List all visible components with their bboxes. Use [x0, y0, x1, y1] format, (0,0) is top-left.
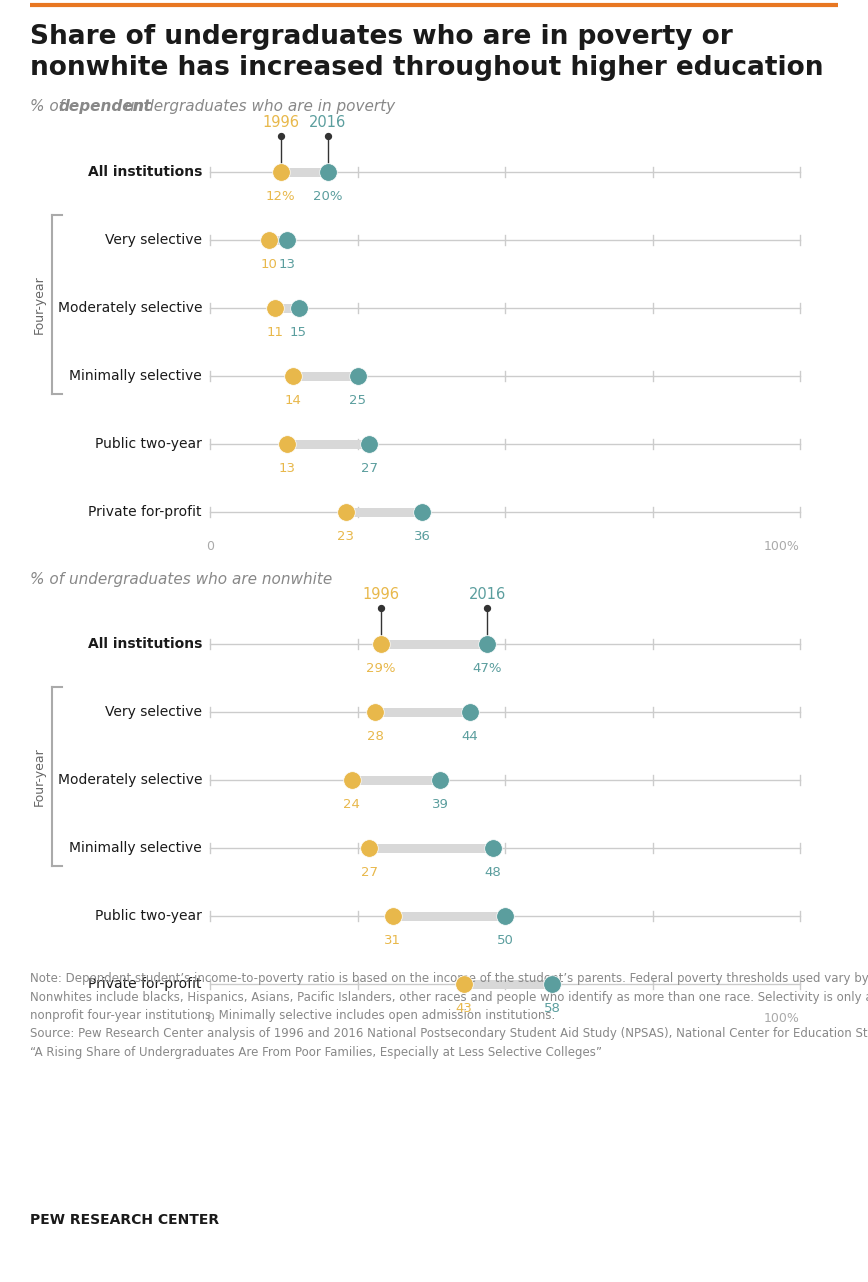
Point — [545, 974, 559, 995]
Point — [274, 126, 288, 146]
Text: 58: 58 — [543, 1003, 561, 1015]
Bar — [393, 912, 505, 920]
Point — [286, 365, 299, 386]
Text: Four-year: Four-year — [33, 276, 46, 333]
Text: % of: % of — [30, 99, 69, 114]
Point — [480, 597, 494, 618]
Text: 27: 27 — [361, 867, 378, 879]
Text: 28: 28 — [367, 729, 384, 744]
Point — [268, 297, 282, 318]
Text: 0: 0 — [206, 540, 214, 553]
Text: Very selective: Very selective — [105, 233, 202, 247]
Point — [433, 769, 447, 790]
Text: dependent: dependent — [58, 99, 151, 114]
Point — [480, 633, 494, 654]
Text: All institutions: All institutions — [88, 165, 202, 179]
Bar — [381, 640, 487, 649]
Text: 31: 31 — [385, 935, 401, 947]
Text: All institutions: All institutions — [88, 637, 202, 651]
Text: Private for-profit: Private for-profit — [89, 505, 202, 519]
Bar — [352, 776, 440, 785]
Text: Moderately selective: Moderately selective — [57, 301, 202, 315]
Text: 14: 14 — [284, 394, 301, 406]
Point — [321, 162, 335, 182]
Point — [368, 701, 382, 722]
Text: 23: 23 — [337, 529, 354, 544]
Text: 13: 13 — [279, 462, 295, 476]
Point — [374, 633, 388, 654]
Text: 25: 25 — [349, 394, 366, 406]
Bar — [369, 844, 493, 853]
Text: 2016: 2016 — [309, 115, 346, 129]
Text: 1996: 1996 — [262, 115, 299, 129]
Point — [351, 365, 365, 386]
Point — [362, 433, 376, 454]
Point — [486, 837, 500, 858]
Text: % of undergraduates who are nonwhite: % of undergraduates who are nonwhite — [30, 572, 332, 587]
Text: 12%: 12% — [266, 190, 296, 203]
Text: 100%: 100% — [764, 540, 800, 553]
Text: 0: 0 — [206, 1011, 214, 1026]
Text: Public two-year: Public two-year — [95, 437, 202, 451]
Text: 10: 10 — [260, 258, 278, 271]
Text: 29%: 29% — [366, 662, 396, 676]
Point — [292, 297, 306, 318]
Text: 13: 13 — [279, 258, 295, 271]
Point — [274, 162, 288, 182]
Bar — [275, 304, 299, 313]
Text: 48: 48 — [485, 867, 502, 879]
Bar — [464, 979, 552, 988]
Text: Share of undergraduates who are in poverty or
nonwhite has increased throughout : Share of undergraduates who are in pover… — [30, 24, 824, 81]
Text: Note: Dependent student’s income-to-poverty ratio is based on the income of the : Note: Dependent student’s income-to-pove… — [30, 972, 868, 1059]
Point — [262, 229, 276, 250]
Text: 11: 11 — [266, 326, 283, 338]
Point — [463, 701, 477, 722]
Text: 44: 44 — [461, 729, 478, 744]
Text: Minimally selective: Minimally selective — [69, 841, 202, 855]
Text: 24: 24 — [343, 797, 360, 812]
Bar — [281, 168, 328, 177]
Text: PEW RESEARCH CENTER: PEW RESEARCH CENTER — [30, 1213, 219, 1227]
Text: 2016: 2016 — [469, 587, 506, 603]
Text: Minimally selective: Minimally selective — [69, 369, 202, 383]
Text: 15: 15 — [290, 326, 307, 338]
Text: Moderately selective: Moderately selective — [57, 773, 202, 787]
Point — [386, 906, 400, 927]
Text: 50: 50 — [496, 935, 514, 947]
Point — [279, 433, 293, 454]
Point — [457, 974, 470, 995]
Text: Private for-profit: Private for-profit — [89, 977, 202, 991]
Text: 36: 36 — [414, 529, 431, 544]
Text: Very selective: Very selective — [105, 705, 202, 719]
Text: 43: 43 — [455, 1003, 472, 1015]
Point — [362, 837, 376, 858]
Text: 1996: 1996 — [363, 587, 399, 603]
Point — [498, 906, 512, 927]
Bar — [269, 236, 286, 245]
Point — [345, 769, 358, 790]
Text: 27: 27 — [361, 462, 378, 476]
Bar — [345, 508, 423, 517]
Text: Four-year: Four-year — [33, 747, 46, 806]
Bar — [375, 708, 470, 717]
Bar — [293, 372, 358, 381]
Point — [321, 126, 335, 146]
Text: 47%: 47% — [472, 662, 502, 676]
Point — [416, 501, 430, 522]
Text: 100%: 100% — [764, 1011, 800, 1026]
Text: 39: 39 — [431, 797, 449, 812]
Point — [339, 501, 352, 522]
Text: 20%: 20% — [313, 190, 343, 203]
Text: undergraduates who are in poverty: undergraduates who are in poverty — [120, 99, 395, 114]
Point — [279, 229, 293, 250]
Text: Public two-year: Public two-year — [95, 909, 202, 923]
Bar — [286, 440, 369, 449]
Point — [374, 597, 388, 618]
